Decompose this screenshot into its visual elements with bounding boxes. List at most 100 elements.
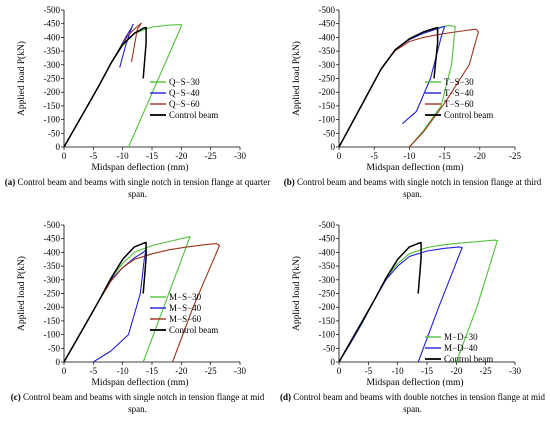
chart-a-x-tick-label: -30: [234, 151, 246, 161]
chart-c-legend-label: M−S−60: [169, 314, 202, 324]
chart-c-legend-label: M−S−30: [169, 292, 202, 302]
chart-b-x-tick-label: -20: [474, 151, 486, 161]
chart-b-plot: 0 -5 0 -100 -150 -200 -250 -300 -350 -400 -450 -500…: [291, 5, 521, 173]
chart-c-caption-text: Control beam and beams with single notch…: [23, 392, 265, 414]
chart-b-y-tick-label: -400: [319, 32, 336, 42]
chart-b-y-tick-label: -300: [319, 60, 336, 70]
chart-b-caption-text: Control beam and beams with single notch…: [297, 177, 542, 199]
chart-c-y-tick-label: -100: [44, 330, 61, 340]
chart-a-y-tick-label: -50: [48, 128, 60, 138]
chart-c-y-tick-label: -450: [44, 234, 61, 244]
chart-a-y-tick-label: -400: [44, 32, 61, 42]
chart-c-x-tick-label: -10: [117, 366, 129, 376]
chart-d-y-tick-label: -450: [319, 234, 336, 244]
chart-b-x-tick-label: 0: [337, 151, 342, 161]
chart-a-x-tick-label: -25: [205, 151, 217, 161]
chart-a-y-tick-label: -100: [44, 115, 61, 125]
chart-d-caption: (d) Control beam and beams with double n…: [279, 391, 546, 415]
chart-d-x-tick-label: -15: [421, 366, 433, 376]
chart-c-y-tick-label: -200: [44, 302, 61, 312]
chart-b-y-tick-label: -350: [319, 46, 336, 56]
chart-b-legend-label: T−S−30: [444, 77, 474, 87]
chart-d-y-tick-label: -500: [319, 220, 336, 230]
chart-a-x-axis-label: Midspan deflection (mm): [91, 162, 188, 173]
chart-c-x-tick-label: -15: [146, 366, 158, 376]
chart-c-y-axis-label: Applied load P(kN): [16, 256, 27, 331]
chart-c-x-tick-label: 0: [62, 366, 67, 376]
chart-panel-b: 0 -5 0 -100 -150 -200 -250 -300 -350 -400 -450 -500…: [275, 0, 550, 215]
chart-d-legend-label: Control beam: [444, 354, 493, 364]
chart-b-y-tick-label: -250: [319, 74, 336, 84]
chart-d-legend-label: M−D−30: [444, 332, 478, 342]
chart-b-caption-tag: (b): [283, 177, 295, 187]
chart-c-legend-label: Control beam: [169, 325, 218, 335]
chart-a-x-tick-label: -5: [90, 151, 98, 161]
chart-b-x-tick-label: -5: [370, 151, 378, 161]
chart-d-x-axis-label: Midspan deflection (mm): [366, 377, 463, 388]
chart-a-series-line-4: [63, 26, 147, 148]
chart-c-y-tick-label: -400: [44, 247, 61, 257]
chart-d-x-tick-label: -25: [480, 366, 492, 376]
chart-b-y-tick-label: -150: [319, 101, 336, 111]
chart-d-y-tick-label: -250: [319, 289, 336, 299]
chart-d-legend-label: M−D−40: [444, 343, 478, 353]
chart-panel-c: 0 -50 -100 -150 -200 -250 -30 0 -350 -400 -450 -500…: [0, 215, 275, 430]
chart-c-x-tick-label: -20: [175, 366, 187, 376]
chart-a-y-tick-label: -300: [44, 60, 61, 70]
chart-c-x-tick-label: -5: [90, 366, 98, 376]
chart-c-y-tick-label: -250: [44, 289, 61, 299]
chart-a-legend-label: Q−S−40: [169, 88, 200, 98]
chart-b-x-tick-label: -15: [439, 151, 451, 161]
chart-c-x-tick-label: -30: [234, 366, 246, 376]
chart-a-legend-label: Q−S−30: [169, 77, 200, 87]
chart-a-caption: (a) Control beam and beams with single n…: [4, 176, 271, 200]
chart-d-x-tick-label: 0: [337, 366, 342, 376]
chart-c-y-tick-label: -50: [48, 343, 60, 353]
chart-d-y-tick-label: -100: [319, 330, 336, 340]
chart-b-y-tick-label: -450: [319, 19, 336, 29]
chart-d-caption-text: Control beam and beams with double notch…: [293, 392, 545, 414]
chart-c-y-tick-label: -500: [44, 220, 61, 230]
chart-c-y-tick-label: -350: [44, 261, 61, 271]
chart-b-caption: (b) Control beam and beams with single n…: [279, 176, 546, 200]
chart-a-caption-tag: (a): [4, 177, 16, 187]
chart-d-y-axis-label: Applied load P(kN): [291, 256, 302, 331]
chart-b-y-tick-label: -500: [319, 5, 336, 15]
chart-c-caption: (c) Control beam and beams with single n…: [4, 391, 271, 415]
chart-d-y-tick-label: -300: [319, 275, 336, 285]
chart-b-x-tick-label: -10: [403, 151, 415, 161]
chart-c-series-line-4: [63, 241, 147, 363]
chart-c-caption-tag: (c): [10, 392, 21, 402]
chart-b-y-axis-label: Applied load P(kN): [291, 41, 302, 116]
chart-a-y-tick-label: -500: [44, 5, 61, 15]
chart-c-plot: 0 -50 -100 -150 -200 -250 -30 0 -350 -400 -450 -500…: [16, 220, 246, 388]
chart-c-series-line-2: [63, 249, 147, 363]
chart-a-x-tick-label: 0: [62, 151, 67, 161]
chart-panel-a: 0 -50 -100 -150 -200 -250 -300 -350 -400 -450 -500…: [0, 0, 275, 215]
chart-a-y-axis-label: Applied load P(kN): [16, 41, 27, 116]
chart-a-y-tick-label: -150: [44, 101, 61, 111]
chart-b-x-tick-label: -25: [509, 151, 521, 161]
chart-d-x-tick-label: -10: [392, 366, 404, 376]
chart-d-plot: 0-50-100-150-200-250-300-350-400-450-500…: [291, 220, 521, 388]
chart-b-legend-label: T−S−40: [444, 88, 474, 98]
chart-a-y-tick-label: -250: [44, 74, 61, 84]
chart-b-y-tick-label: -200: [319, 87, 336, 97]
chart-d-y-tick-label: -150: [319, 316, 336, 326]
chart-d-y-tick-label: -50: [323, 343, 335, 353]
chart-b-series-line-2: [338, 25, 446, 148]
chart-a-plot: 0-50-100-150-200-250-300-350-400-450-500…: [16, 5, 246, 173]
chart-c-y-tick-label: 0: [56, 357, 61, 367]
chart-b-legend-label: T−S−60: [444, 99, 474, 109]
chart-b-series-line-4: [338, 26, 439, 148]
chart-a-y-tick-label: -450: [44, 19, 61, 29]
chart-d-caption-tag: (d): [280, 392, 292, 402]
chart-a-caption-text: Control beam and beams with single notch…: [17, 177, 271, 199]
chart-c-x-tick-label: -25: [205, 366, 217, 376]
chart-b-y-tick-label: 0: [331, 142, 336, 152]
chart-d-series-line-3: [338, 241, 422, 363]
chart-c-y-tick-label: -150: [44, 316, 61, 326]
chart-b-y-tick-label: -100: [319, 115, 336, 125]
chart-c-x-axis-label: Midspan deflection (mm): [91, 377, 188, 388]
chart-d-x-tick-label: -20: [450, 366, 462, 376]
